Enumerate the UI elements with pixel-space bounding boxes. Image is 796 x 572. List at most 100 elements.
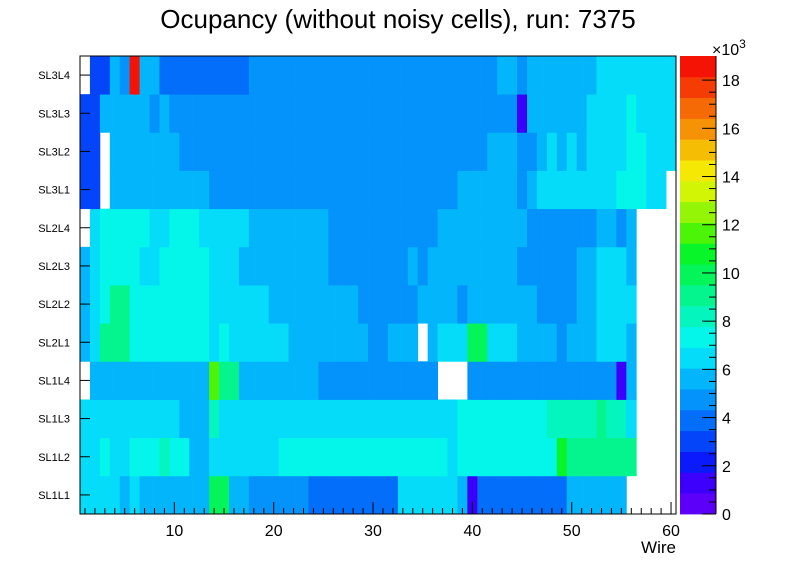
heatmap-cell [477, 323, 488, 362]
heatmap-cell [536, 285, 548, 324]
heatmap-cell [666, 56, 677, 95]
x-tick-label: 30 [364, 523, 382, 540]
heatmap-cell [358, 170, 369, 210]
heatmap-cell [507, 475, 518, 515]
heatmap-cell [119, 132, 131, 171]
palette-swatch [680, 368, 716, 390]
heatmap-cell [258, 246, 270, 286]
heatmap-cell [328, 475, 339, 515]
heatmap-cell [278, 361, 289, 400]
heatmap-cell [467, 56, 478, 95]
heatmap-cell [457, 285, 468, 324]
heatmap-cell [586, 285, 597, 324]
heatmap-cell [318, 475, 329, 515]
heatmap-cell [169, 475, 180, 515]
heatmap-cell [407, 323, 419, 362]
heatmap-cell [268, 361, 280, 400]
heatmap-cell [387, 285, 399, 324]
heatmap-cell [566, 208, 578, 248]
heatmap-cell [318, 323, 329, 362]
heatmap-cell [626, 132, 637, 171]
heatmap-cell [288, 361, 299, 400]
heatmap-cell [338, 475, 349, 515]
plot-axes: 10 20 30 40 50 60 SL1L1 SL1L2 SL1L3 SL1L4 SL2L1 SL2… [38, 55, 680, 540]
heatmap-cell [437, 437, 448, 477]
heatmap-cell [556, 437, 568, 477]
y-tick-label: SL2L2 [38, 299, 70, 311]
heatmap-cell [119, 399, 131, 439]
heatmap-cell [467, 361, 478, 400]
heatmap-cell [497, 132, 508, 171]
heatmap-cell [556, 285, 568, 324]
palette-swatch [680, 326, 716, 348]
heatmap-cell [497, 475, 508, 515]
heatmap-cell [248, 170, 260, 210]
heatmap-cell [209, 437, 220, 477]
heatmap-cell [397, 56, 409, 95]
heatmap-cell [368, 437, 379, 477]
heatmap-cell [467, 437, 478, 477]
heatmap-cell [99, 361, 111, 400]
heatmap-cell [417, 361, 429, 400]
heatmap-cell [457, 323, 468, 362]
heatmap-cell [169, 94, 180, 133]
heatmap-cell [546, 399, 558, 439]
heatmap-cell [477, 94, 488, 133]
heatmap-cell [517, 361, 528, 400]
heatmap-cell [596, 170, 607, 210]
heatmap-cell [467, 94, 478, 133]
heatmap-cell [169, 285, 180, 324]
x-tick-label: 50 [563, 523, 581, 540]
heatmap-cell [119, 361, 131, 400]
heatmap-cell [189, 132, 200, 171]
heatmap-cell [129, 208, 140, 248]
heatmap-cell [606, 170, 617, 210]
heatmap-cell [219, 56, 230, 95]
heatmap-cell [229, 285, 240, 324]
heatmap-cell [566, 170, 578, 210]
heatmap-cell [358, 323, 369, 362]
heatmap-cell [407, 399, 419, 439]
heatmap-cell [517, 94, 528, 133]
heatmap-cell [328, 132, 339, 171]
heatmap-cell [199, 285, 210, 324]
heatmap-cell [387, 170, 399, 210]
heatmap-cell [248, 56, 260, 95]
heatmap-cell [378, 132, 389, 171]
heatmap-cell [338, 56, 349, 95]
heatmap-cell [199, 132, 210, 171]
heatmap-cell [129, 56, 140, 95]
heatmap-cell [586, 361, 597, 400]
heatmap-cell [407, 132, 419, 171]
heatmap-cell [338, 246, 349, 286]
heatmap-cell [298, 94, 309, 133]
heatmap-cell [318, 56, 329, 95]
heatmap-cell [278, 475, 289, 515]
heatmap-cell [378, 246, 389, 286]
heatmap-cell [169, 437, 180, 477]
heatmap-cell [427, 208, 438, 248]
heatmap-cell [129, 285, 140, 324]
heatmap-cell [497, 246, 508, 286]
heatmap-cell [497, 437, 508, 477]
heatmap-cell [477, 437, 488, 477]
heatmap-cell [536, 475, 548, 515]
heatmap-cell [586, 399, 597, 439]
palette-swatch [680, 97, 716, 119]
heatmap-cell [298, 56, 309, 95]
heatmap-cell [378, 361, 389, 400]
heatmap-cell [348, 437, 359, 477]
heatmap-cell [318, 94, 329, 133]
heatmap-cell [378, 94, 389, 133]
palette-swatch [680, 305, 716, 328]
heatmap-cell [477, 170, 488, 210]
heatmap-cell [199, 246, 210, 286]
heatmap-cell [219, 285, 230, 324]
heatmap-cell [328, 323, 339, 362]
heatmap-cell [477, 285, 488, 324]
y-tick-label: SL1L2 [38, 452, 70, 464]
heatmap-cell [348, 208, 359, 248]
heatmap-cell [546, 170, 558, 210]
heatmap-cell [338, 132, 349, 171]
heatmap-cell [606, 132, 617, 171]
